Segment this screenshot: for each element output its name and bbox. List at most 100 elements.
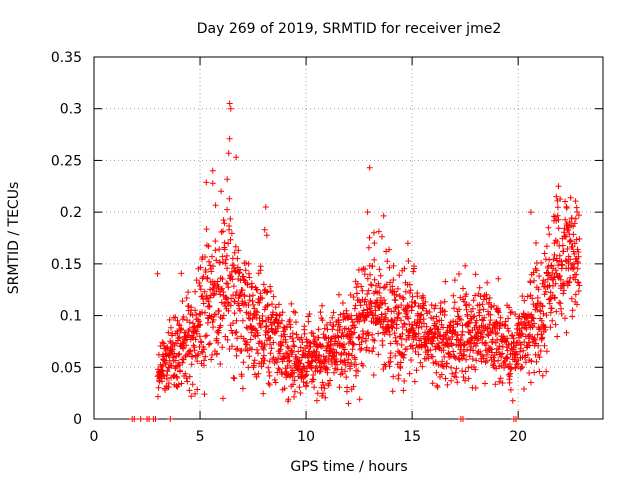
data-point	[524, 314, 531, 321]
data-point	[267, 283, 274, 290]
data-point	[254, 286, 261, 293]
data-point	[480, 306, 487, 313]
data-point	[213, 350, 220, 357]
data-point	[389, 388, 396, 395]
data-point	[571, 220, 578, 227]
data-point	[567, 194, 574, 201]
data-point	[527, 292, 534, 299]
data-point	[217, 322, 224, 329]
data-point	[456, 271, 462, 277]
data-point	[461, 298, 468, 305]
data-point	[366, 234, 373, 241]
data-point	[384, 258, 391, 265]
data-point	[392, 297, 399, 304]
data-point	[220, 395, 226, 402]
data-point	[356, 318, 363, 325]
data-point	[259, 313, 266, 319]
data-point	[474, 340, 481, 347]
data-point	[379, 233, 385, 240]
data-point	[483, 351, 490, 358]
data-point	[283, 323, 290, 330]
data-point	[474, 350, 481, 357]
data-point	[402, 288, 409, 295]
data-point	[175, 335, 182, 342]
data-point	[427, 347, 434, 354]
data-point	[186, 326, 193, 333]
data-point	[495, 275, 502, 282]
data-point	[479, 301, 486, 308]
data-point	[548, 305, 555, 312]
data-point	[465, 364, 472, 371]
data-point	[196, 280, 203, 286]
data-point	[345, 400, 352, 407]
data-point	[379, 342, 386, 349]
data-point	[363, 344, 370, 351]
data-point	[233, 317, 240, 324]
data-point	[404, 302, 411, 309]
data-point	[564, 246, 571, 252]
x-tick-label: 5	[196, 429, 205, 445]
data-point	[504, 347, 511, 354]
data-point	[397, 365, 404, 371]
data-point	[357, 302, 364, 309]
data-point	[466, 302, 473, 308]
data-point	[371, 276, 378, 283]
data-point	[460, 374, 467, 380]
data-point	[269, 301, 275, 308]
x-tick-label: 10	[297, 429, 315, 445]
data-point	[291, 369, 298, 376]
data-point	[351, 305, 358, 312]
data-point	[574, 246, 581, 253]
data-point	[172, 314, 179, 321]
data-point	[437, 300, 444, 306]
data-point	[178, 380, 185, 387]
data-point	[207, 340, 213, 347]
data-point	[381, 297, 388, 303]
data-point	[500, 333, 507, 340]
data-point	[369, 331, 376, 338]
data-point	[529, 324, 536, 331]
data-point	[283, 350, 289, 357]
data-point	[202, 353, 209, 360]
data-point	[214, 278, 221, 285]
data-point	[352, 324, 359, 331]
data-point	[509, 397, 516, 404]
data-point	[217, 291, 224, 298]
data-point	[155, 384, 162, 391]
data-point	[369, 348, 376, 355]
data-point	[319, 302, 326, 309]
data-point	[574, 279, 581, 286]
data-point	[275, 365, 282, 372]
data-point	[179, 298, 186, 305]
data-point	[450, 292, 457, 299]
data-point	[457, 346, 464, 353]
data-point	[231, 310, 238, 317]
data-point	[310, 348, 317, 355]
data-point	[496, 325, 503, 332]
data-point	[281, 385, 288, 392]
data-point	[233, 289, 240, 295]
data-point	[288, 300, 295, 307]
data-point	[437, 332, 444, 339]
data-point	[495, 346, 502, 353]
data-point	[208, 268, 215, 275]
data-point	[499, 380, 506, 386]
data-point	[240, 359, 247, 366]
data-point	[472, 385, 479, 391]
data-point	[162, 387, 169, 393]
data-point	[272, 304, 279, 311]
data-point	[310, 333, 317, 340]
data-point	[435, 340, 442, 347]
data-point	[410, 345, 416, 352]
data-point	[562, 233, 569, 240]
data-point	[350, 294, 357, 301]
data-point	[423, 323, 430, 330]
data-point	[166, 316, 173, 323]
data-point	[238, 373, 245, 380]
data-point	[196, 322, 203, 329]
data-point	[226, 135, 233, 142]
data-point	[225, 284, 232, 291]
data-point	[352, 302, 359, 309]
data-point	[571, 240, 578, 247]
data-point	[381, 316, 388, 323]
